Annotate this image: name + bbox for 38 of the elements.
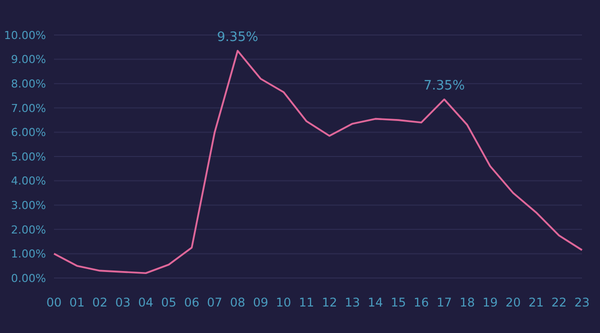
x-tick-label: 08	[230, 296, 246, 310]
y-tick-label: 8.00%	[11, 78, 46, 91]
x-tick-label: 22	[551, 296, 567, 310]
x-tick-label: 20	[505, 296, 521, 310]
x-tick-label: 01	[69, 296, 85, 310]
line-series	[53, 50, 583, 274]
y-tick-label: 10.00%	[4, 28, 46, 42]
x-tick-label: 07	[207, 296, 222, 310]
y-tick-label: 6.00%	[11, 126, 46, 140]
x-tick-label: 23	[574, 296, 590, 310]
x-tick-label: 04	[138, 296, 154, 310]
x-tick-label: 05	[161, 296, 176, 310]
x-tick-label: 19	[482, 296, 498, 310]
y-tick-label: 0.00%	[11, 272, 46, 285]
y-tick-label: 7.00%	[11, 102, 46, 115]
y-tick-label: 9.00%	[11, 53, 46, 66]
data-label: 9.35%	[216, 30, 258, 45]
y-tick-label: 2.00%	[11, 223, 46, 236]
x-tick-label: 16	[414, 296, 429, 310]
x-tick-label: 10	[276, 296, 292, 310]
y-tick-label: 4.00%	[11, 174, 46, 188]
x-tick-label: 12	[322, 296, 338, 310]
x-tick-label: 02	[92, 296, 108, 310]
y-tick-label: 1.00%	[11, 248, 46, 261]
x-tick-label: 21	[528, 296, 544, 310]
x-tick-label: 14	[368, 296, 384, 310]
x-tick-label: 00	[46, 296, 62, 310]
x-tick-label: 03	[115, 296, 131, 310]
y-tick-label: 3.00%	[11, 199, 46, 212]
data-label: 7.35%	[424, 78, 465, 94]
y-tick-label: 5.00%	[11, 150, 46, 164]
x-tick-label: 17	[436, 296, 452, 310]
x-tick-label: 13	[344, 296, 360, 310]
x-tick-label: 09	[252, 296, 268, 310]
x-tick-label: 11	[298, 296, 314, 310]
x-tick-label: 18	[460, 296, 475, 310]
x-tick-label: 06	[184, 296, 200, 310]
x-tick-label: 15	[390, 296, 406, 310]
